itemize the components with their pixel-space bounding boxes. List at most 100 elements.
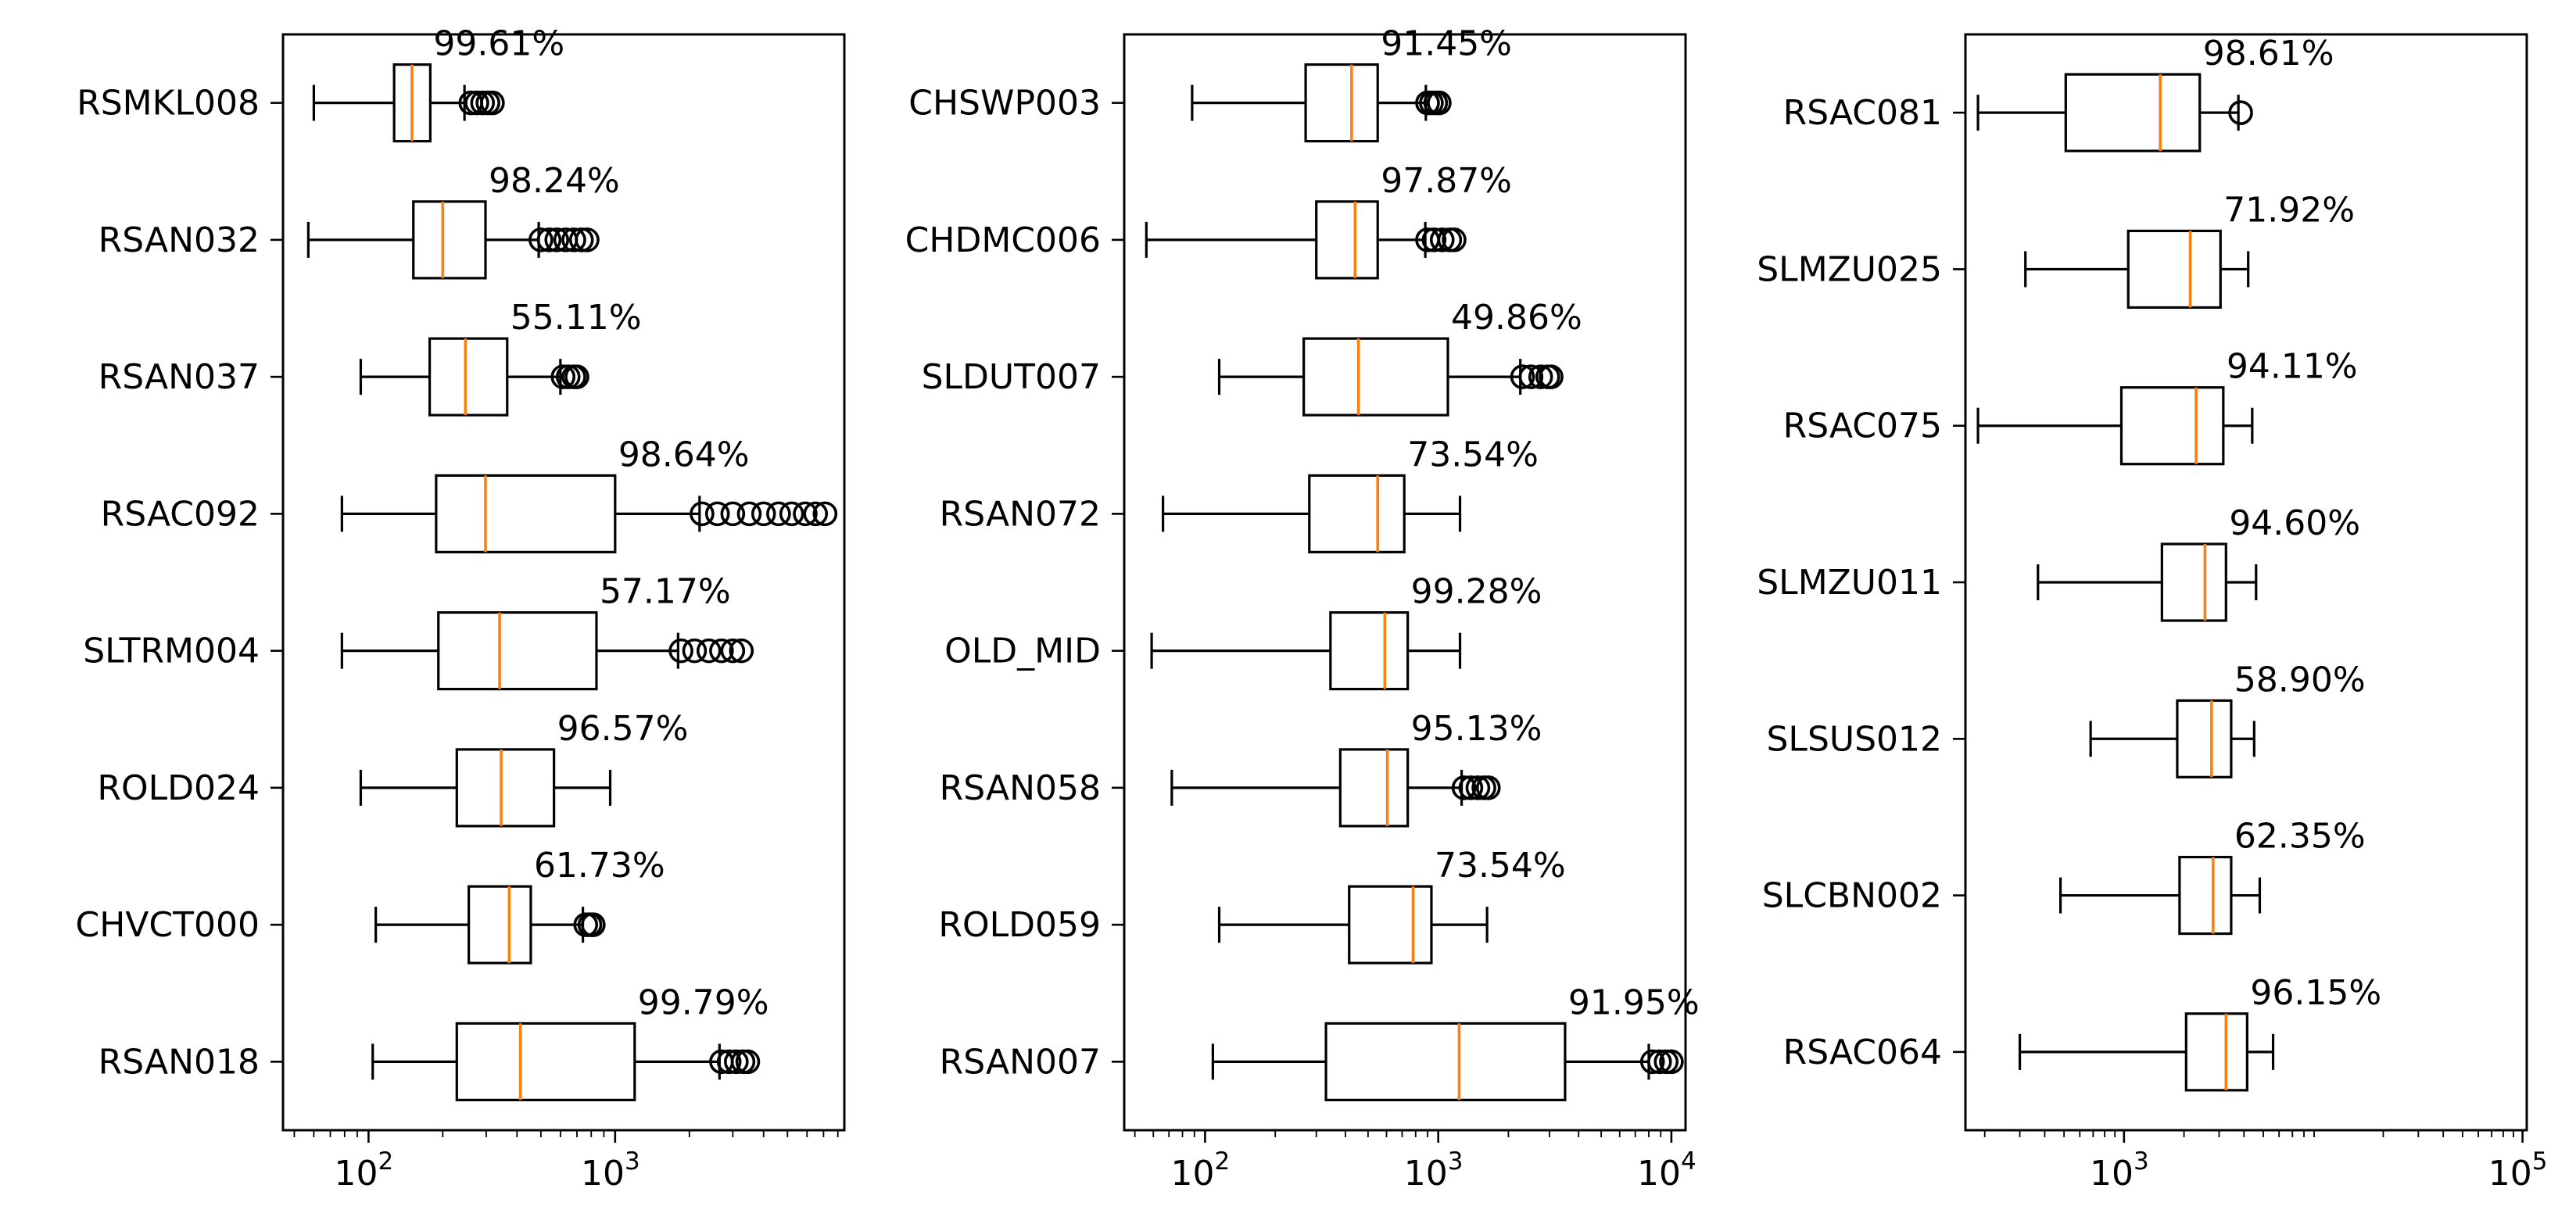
iqr-box [1302,337,1449,417]
outlier-point [751,501,776,527]
iqr-box [468,885,532,965]
panel-3-box-SLCBN002: SLCBN002 62.35% [1762,817,2366,936]
panel-2-box-RSAN058: RSAN058 95.13% [940,709,1542,828]
outlier-point [709,638,734,664]
outlier-point [1528,364,1553,389]
percentage-annotation: 97.87% [1381,161,1512,201]
outlier-point [696,638,722,664]
outlier-point [1539,364,1564,389]
outlier-point [564,364,589,389]
iqr-box [2119,386,2225,466]
category-label: RSAN072 [940,494,1101,534]
category-label: RSMKL008 [77,84,260,123]
outlier-point [1647,1049,1672,1075]
percentage-annotation: 96.57% [557,709,689,749]
outlier-point [1518,364,1544,389]
category-label: CHSWP003 [908,84,1101,123]
outlier-point [812,501,838,527]
panel-1-box-ROLD024: ROLD024 96.57% [97,709,689,828]
outlier-point [1442,227,1467,252]
boxplot-panel-2: 102 103 104 CHSWP003 91.45% CHDMC006 97.87% SLD… [905,24,1700,1194]
panel-3-box-SLSUS012: SLSUS012 58.90% [1767,660,2366,778]
panel-3-x-tick-label: 105 [2488,1147,2548,1194]
category-label: CHVCT000 [76,905,260,945]
percentage-annotation: 98.64% [618,435,750,474]
outlier-point [1427,90,1452,116]
iqr-box [437,611,598,691]
outlier-point [1429,227,1455,252]
percentage-annotation: 55.11% [511,298,642,338]
iqr-box [2160,542,2227,622]
panel-2-box-CHSWP003: CHSWP003 91.45% [908,24,1512,143]
outlier-point [668,638,693,664]
category-label: RSAN018 [99,1042,260,1082]
outlier-point [480,90,505,116]
outlier-point [581,912,606,937]
iqr-box [2126,229,2222,310]
iqr-box [455,748,556,828]
outlier-point [2228,100,2253,125]
outlier-point [1510,364,1535,389]
iqr-box [1308,474,1406,553]
panel-3-box-RSAC075: RSAC075 94.11% [1783,347,2358,466]
category-label: RSAC064 [1783,1033,1942,1072]
panel-2-box-RSAN007: RSAN007 91.95% [940,982,1700,1101]
iqr-box [1348,885,1433,965]
panel-2-x-tick-label: 103 [1404,1147,1464,1194]
panel-2-box-SLDUT007: SLDUT007 49.86% [922,298,1582,417]
category-label: RSAN058 [940,768,1101,808]
panel-3-box-RSAC081: RSAC081 98.61% [1783,34,2334,152]
outlier-point [1421,227,1447,252]
panel-2-x-tick-label: 104 [1637,1147,1696,1194]
iqr-box [1329,611,1410,691]
outlier-point [720,638,746,664]
category-label: RSAN032 [99,220,260,260]
percentage-annotation: 91.95% [1568,982,1700,1022]
outlier-point [779,501,804,527]
iqr-box [1324,1022,1567,1101]
category-label: CHDMC006 [905,220,1101,260]
category-label: SLMZU025 [1757,249,1942,289]
percentage-annotation: 58.90% [2234,660,2366,700]
outlier-point [736,501,762,527]
percentage-annotation: 94.11% [2227,347,2358,387]
percentage-annotation: 49.86% [1451,298,1582,338]
outlier-point [803,501,829,527]
percentage-annotation: 62.35% [2234,817,2366,857]
category-label: SLMZU011 [1757,563,1942,603]
percentage-annotation: 61.73% [534,846,665,886]
outlier-point [729,638,754,664]
outlier-point [690,501,715,527]
category-label: RSAN037 [99,357,260,397]
percentage-annotation: 95.13% [1411,709,1542,749]
category-label: RSAC075 [1783,406,1942,446]
panel-2-x-tick-label: 102 [1171,1147,1231,1194]
outlier-point [1659,1049,1684,1075]
iqr-box [2184,1012,2248,1092]
iqr-box [1338,748,1410,828]
outlier-point [575,227,600,252]
iqr-box [2064,73,2202,152]
outlier-point [561,227,586,252]
panel-1-box-RSAN032: RSAN032 98.24% [99,161,620,280]
iqr-box [455,1022,636,1101]
percentage-annotation: 99.79% [638,982,769,1022]
category-label: ROLD024 [97,768,260,808]
outlier-point [720,501,746,527]
percentage-annotation: 99.28% [1411,572,1542,612]
category-label: SLCBN002 [1762,876,1942,916]
outlier-point [1639,1049,1665,1075]
outlier-point [735,1049,761,1075]
iqr-box [1315,200,1379,280]
panel-2-box-OLD_MID: OLD_MID 99.28% [944,572,1542,691]
percentage-annotation: 73.54% [1435,846,1566,886]
category-label: SLDUT007 [922,357,1101,397]
outlier-point [528,227,554,252]
percentage-annotation: 96.15% [2250,973,2381,1013]
panel-1-x-tick-label: 102 [335,1147,394,1194]
percentage-annotation: 57.17% [600,572,731,612]
outlier-point [724,1049,749,1075]
percentage-annotation: 98.61% [2203,34,2334,73]
panel-1-box-RSAN018: RSAN018 99.79% [99,982,769,1101]
